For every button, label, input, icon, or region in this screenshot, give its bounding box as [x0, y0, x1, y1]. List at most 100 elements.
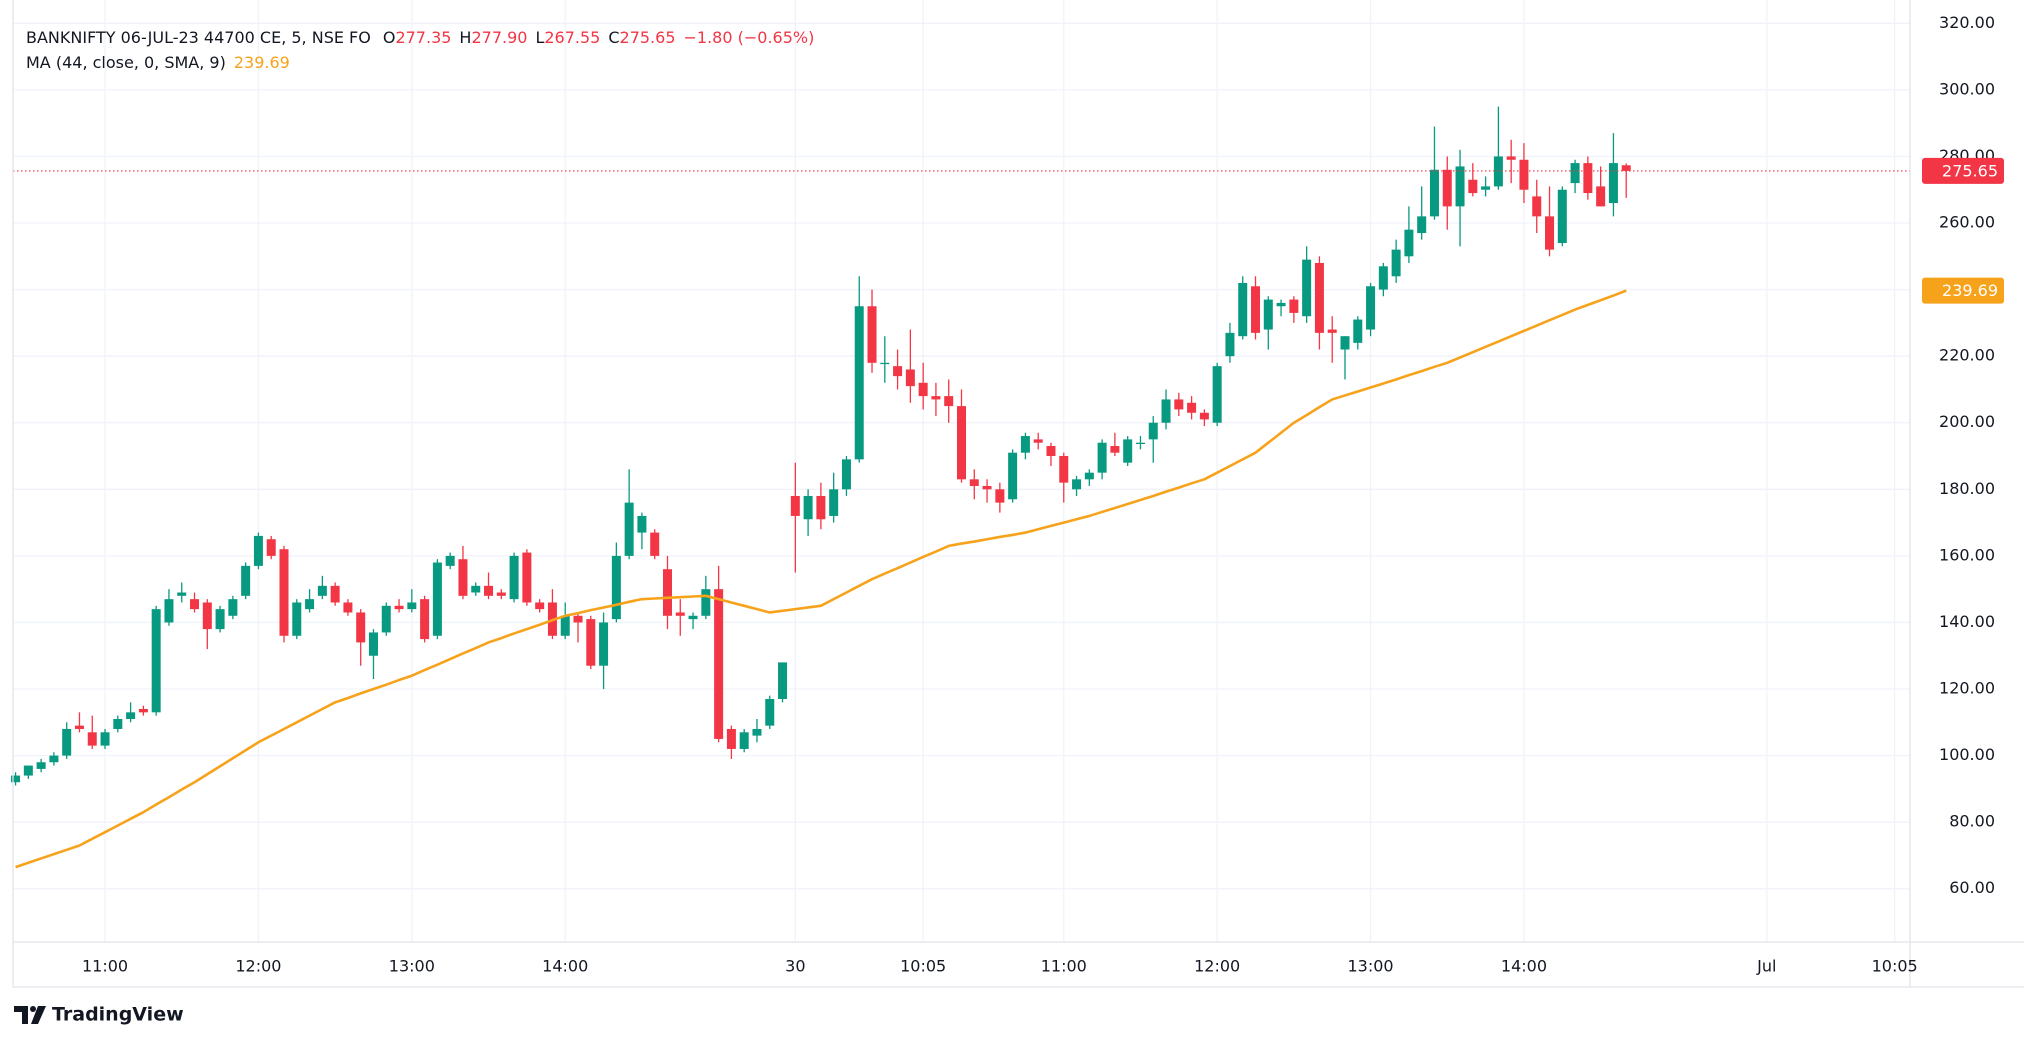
candle-body [637, 515, 647, 533]
candle-body [957, 406, 966, 480]
x-tick-label: 13:00 [1348, 957, 1394, 976]
candle-body [317, 585, 327, 596]
candle-body [113, 718, 123, 729]
candle-body [1468, 179, 1478, 194]
candle-body [356, 612, 366, 643]
candle-body [241, 565, 251, 596]
candle-body [701, 589, 711, 616]
candle-body [279, 549, 289, 636]
candle-body [880, 362, 890, 365]
candle-body [1519, 159, 1529, 190]
ohlc-key: C [608, 28, 619, 47]
candle-body [1187, 402, 1197, 413]
candle-body [765, 699, 775, 726]
candle-body [1008, 452, 1018, 500]
candle-body [1084, 472, 1094, 480]
logo-dot [30, 1006, 36, 1012]
candle-body [726, 728, 736, 749]
candle-body [1340, 336, 1350, 350]
candle-body [126, 712, 136, 719]
y-tick-label: 120.00 [1939, 679, 1995, 698]
candle-body [1238, 282, 1248, 337]
candle-body [944, 396, 954, 407]
candle-body [816, 495, 826, 520]
x-tick-label: Jul [1756, 957, 1776, 976]
candle-body [1608, 163, 1618, 204]
candle-body [675, 612, 685, 616]
candle-body [177, 592, 187, 596]
x-tick-label: 10:05 [1872, 957, 1918, 976]
candle-body [586, 619, 596, 666]
candle-body [420, 599, 430, 640]
candle-body [841, 459, 851, 490]
candle-body [1570, 163, 1580, 184]
candle-body [1161, 399, 1171, 423]
candle-body [368, 632, 378, 656]
brand-logo: TradingView [14, 1004, 184, 1026]
candle-body [1481, 186, 1491, 190]
x-tick-label: 14:00 [1501, 957, 1547, 976]
candle-body [662, 569, 672, 616]
candle-body [36, 762, 46, 769]
candle-body [599, 622, 609, 666]
price-badge [1922, 277, 2004, 304]
candle-body [228, 599, 238, 616]
candle-body [100, 732, 110, 746]
candle-body [778, 662, 788, 700]
candle-body [1327, 329, 1337, 333]
ohlc-change: −1.80 (−0.65%) [684, 28, 815, 47]
candle-body [969, 479, 979, 486]
candle-body [445, 555, 455, 566]
y-tick-label: 160.00 [1939, 545, 1995, 564]
price-badge [1922, 157, 2004, 184]
candle-body [23, 765, 33, 776]
candle-body [1072, 479, 1082, 490]
ohlc-value: 277.90 [471, 28, 527, 47]
candle-body [305, 599, 315, 610]
candle-body [1302, 259, 1312, 317]
candle-body [688, 615, 698, 620]
y-tick-label: 60.00 [1949, 878, 1995, 897]
candle-body [522, 552, 532, 603]
candle-body [458, 559, 468, 596]
indicator-name: MA (44, close, 0, SMA, 9) [26, 53, 226, 72]
candle-body [1455, 166, 1465, 207]
candle-body [266, 539, 276, 556]
candle-body [535, 602, 545, 610]
candle-body [982, 485, 992, 490]
candle-body [1366, 286, 1376, 330]
y-tick-label: 140.00 [1939, 612, 1995, 631]
candle-body [1391, 249, 1401, 277]
candle-body [867, 306, 877, 363]
candle-body [1199, 412, 1209, 420]
indicator-legend: MA (44, close, 0, SMA, 9) 239.69 [26, 53, 290, 72]
candle-body [330, 585, 340, 603]
candle-body [829, 489, 839, 516]
price-badge-label: 239.69 [1942, 281, 1998, 300]
y-tick-label: 200.00 [1939, 412, 1995, 431]
x-tick-label: 13:00 [389, 957, 435, 976]
x-tick-label: 30 [785, 957, 805, 976]
ohlc-key: H [459, 28, 471, 47]
candle-body [253, 535, 263, 566]
candle-body [1417, 216, 1427, 234]
ohlc-value: 275.65 [620, 28, 676, 47]
x-tick-label: 10:05 [900, 957, 946, 976]
y-tick-label: 220.00 [1939, 346, 1995, 365]
candle-body [739, 732, 749, 749]
candle-body [1123, 439, 1133, 463]
y-tick-label: 180.00 [1939, 479, 1995, 498]
candle-body [164, 599, 174, 623]
ohlc-value: 277.35 [395, 28, 451, 47]
candle-body [1557, 189, 1567, 243]
candle-body [394, 605, 404, 610]
candle-body [509, 555, 519, 600]
candle-body [918, 382, 928, 397]
candle-body [611, 555, 621, 620]
y-tick-label: 260.00 [1939, 213, 1995, 232]
candle-body [1314, 262, 1324, 333]
candle-body [624, 502, 634, 556]
candle-body [1276, 302, 1286, 307]
candle-body [87, 732, 97, 746]
candle-body [1404, 229, 1414, 257]
